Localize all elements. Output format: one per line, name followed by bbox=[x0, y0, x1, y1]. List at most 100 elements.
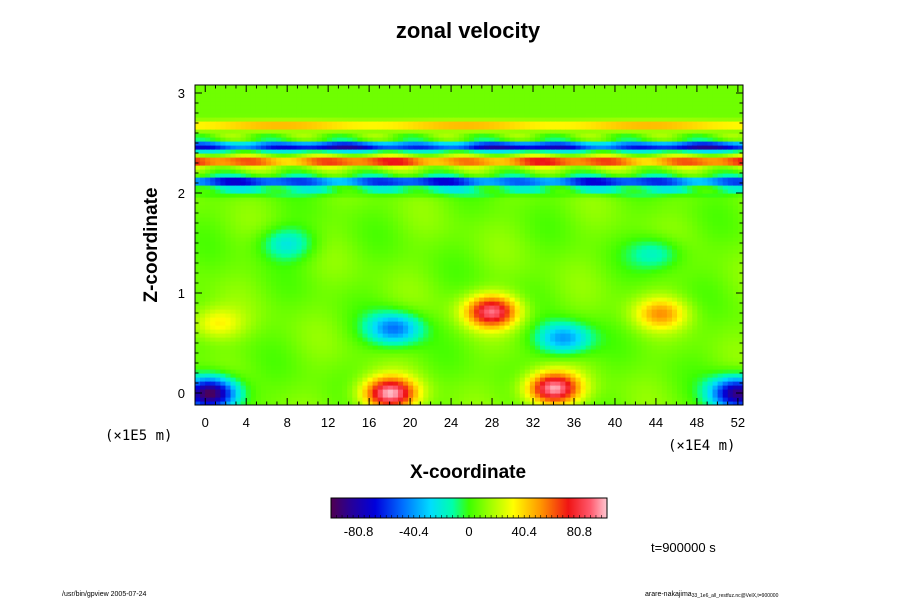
heatmap-cell bbox=[215, 389, 221, 394]
heatmap-cell bbox=[316, 205, 323, 210]
heatmap-cell bbox=[372, 221, 379, 226]
heatmap-cell bbox=[347, 293, 353, 298]
heatmap-cell bbox=[281, 197, 287, 202]
heatmap-cell bbox=[306, 313, 313, 318]
heatmap-cell bbox=[377, 253, 384, 258]
heatmap-cell bbox=[367, 261, 374, 266]
heatmap-cell bbox=[494, 325, 501, 330]
heatmap-cell bbox=[266, 153, 272, 158]
heatmap-cell bbox=[210, 325, 216, 330]
heatmap-cell bbox=[200, 297, 206, 302]
heatmap-cell bbox=[438, 333, 445, 338]
heatmap-cell bbox=[311, 277, 318, 282]
heatmap-cell bbox=[387, 257, 394, 262]
heatmap-cell bbox=[443, 321, 450, 326]
heatmap-cell bbox=[362, 153, 369, 158]
heatmap-cell bbox=[225, 345, 232, 350]
heatmap-cell bbox=[469, 341, 475, 346]
heatmap-cell bbox=[250, 289, 257, 294]
heatmap-cell bbox=[509, 273, 516, 278]
heatmap-cell bbox=[403, 97, 409, 102]
heatmap-cell bbox=[286, 189, 292, 194]
heatmap-cell bbox=[235, 397, 242, 402]
heatmap-cell bbox=[382, 377, 389, 382]
heatmap-cell bbox=[250, 341, 257, 346]
heatmap-cell bbox=[418, 141, 424, 146]
heatmap-cell bbox=[235, 109, 242, 114]
heatmap-cell bbox=[205, 189, 211, 194]
heatmap-cell bbox=[326, 245, 333, 250]
heatmap-cell bbox=[230, 201, 237, 206]
heatmap-cell bbox=[210, 149, 216, 154]
heatmap-cell bbox=[479, 237, 485, 242]
heatmap-cell bbox=[200, 317, 206, 322]
heatmap-cell bbox=[392, 385, 399, 390]
heatmap-cell bbox=[321, 213, 328, 218]
heatmap-cell bbox=[210, 113, 216, 118]
heatmap-cell bbox=[240, 289, 247, 294]
heatmap-cell bbox=[291, 305, 298, 310]
heatmap-cell bbox=[245, 149, 252, 154]
heatmap-cell bbox=[489, 169, 495, 174]
heatmap-cell bbox=[413, 241, 419, 246]
heatmap-cell bbox=[499, 161, 506, 166]
heatmap-cell bbox=[397, 337, 404, 342]
heatmap-cell bbox=[403, 285, 409, 290]
heatmap-cell bbox=[245, 217, 252, 222]
heatmap-cell bbox=[286, 153, 292, 158]
heatmap-cell bbox=[377, 389, 384, 394]
heatmap-cell bbox=[352, 317, 358, 322]
heatmap-cell bbox=[266, 333, 272, 338]
heatmap-cell bbox=[347, 169, 353, 174]
heatmap-cell bbox=[382, 317, 389, 322]
heatmap-cell bbox=[276, 361, 282, 366]
heatmap-cell bbox=[220, 161, 227, 166]
heatmap-cell bbox=[408, 249, 414, 254]
heatmap-cell bbox=[357, 277, 364, 282]
heatmap-cell bbox=[397, 233, 404, 238]
heatmap-cell bbox=[463, 213, 470, 218]
heatmap-cell bbox=[469, 241, 475, 246]
heatmap-cell bbox=[311, 357, 318, 362]
heatmap-cell bbox=[225, 393, 232, 398]
heatmap-cell bbox=[448, 201, 455, 206]
heatmap-cell bbox=[245, 305, 252, 310]
heatmap-cell bbox=[484, 397, 490, 402]
heatmap-cell bbox=[403, 261, 409, 266]
heatmap-cell bbox=[245, 365, 252, 370]
heatmap-cell bbox=[443, 385, 450, 390]
heatmap-cell bbox=[484, 281, 490, 286]
heatmap-cell bbox=[296, 129, 303, 134]
heatmap-cell bbox=[357, 369, 364, 374]
heatmap-cell bbox=[296, 205, 303, 210]
heatmap-cell bbox=[357, 109, 364, 114]
heatmap-cell bbox=[377, 97, 384, 102]
heatmap-cell bbox=[296, 101, 303, 106]
heatmap-cell bbox=[240, 309, 247, 314]
heatmap-cell bbox=[418, 237, 424, 242]
heatmap-cell bbox=[504, 377, 511, 382]
heatmap-cell bbox=[372, 401, 379, 405]
heatmap-cell bbox=[276, 257, 282, 262]
heatmap-cell bbox=[255, 261, 262, 266]
heatmap-cell bbox=[408, 277, 414, 282]
heatmap-cell bbox=[286, 365, 292, 370]
heatmap-cell bbox=[266, 157, 272, 162]
heatmap-cell bbox=[428, 337, 435, 342]
heatmap-cell bbox=[392, 325, 399, 330]
heatmap-cell bbox=[281, 125, 287, 130]
heatmap-cell bbox=[337, 345, 343, 350]
heatmap-cell bbox=[413, 169, 419, 174]
heatmap-cell bbox=[408, 257, 414, 262]
heatmap-cell bbox=[428, 361, 435, 366]
heatmap-cell bbox=[479, 197, 485, 202]
heatmap-cell bbox=[215, 261, 221, 266]
heatmap-cell bbox=[443, 377, 450, 382]
heatmap-cell bbox=[387, 277, 394, 282]
heatmap-cell bbox=[367, 113, 374, 118]
heatmap-cell bbox=[342, 105, 348, 110]
heatmap-cell bbox=[220, 361, 227, 366]
heatmap-cell bbox=[438, 385, 445, 390]
heatmap-cell bbox=[469, 333, 475, 338]
heatmap-cell bbox=[392, 177, 399, 182]
